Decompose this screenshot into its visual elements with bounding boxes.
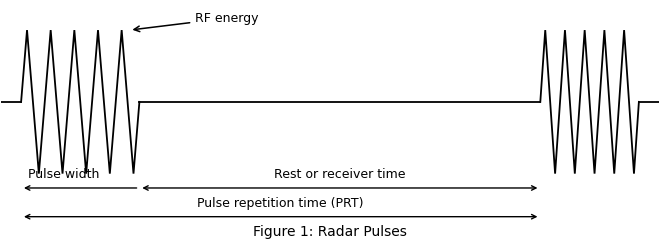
Text: Rest or receiver time: Rest or receiver time xyxy=(274,168,406,181)
Text: RF energy: RF energy xyxy=(134,12,259,32)
Text: Pulse width: Pulse width xyxy=(28,168,99,181)
Text: Figure 1: Radar Pulses: Figure 1: Radar Pulses xyxy=(253,225,407,239)
Text: Pulse repetition time (PRT): Pulse repetition time (PRT) xyxy=(197,197,364,210)
